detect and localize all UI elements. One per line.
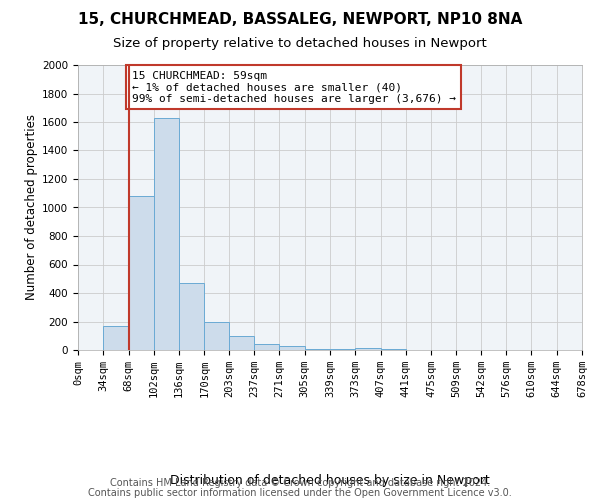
Bar: [179, 283, 205, 350]
Y-axis label: Number of detached properties: Number of detached properties: [25, 114, 38, 300]
Bar: [305, 348, 330, 350]
Text: 15, CHURCHMEAD, BASSALEG, NEWPORT, NP10 8NA: 15, CHURCHMEAD, BASSALEG, NEWPORT, NP10 …: [78, 12, 522, 28]
Text: 15 CHURCHMEAD: 59sqm
← 1% of detached houses are smaller (40)
99% of semi-detach: 15 CHURCHMEAD: 59sqm ← 1% of detached ho…: [131, 70, 455, 104]
Bar: [229, 336, 254, 350]
Bar: [380, 348, 406, 350]
Bar: [280, 346, 305, 350]
Text: Contains HM Land Registry data © Crown copyright and database right 2024.: Contains HM Land Registry data © Crown c…: [110, 478, 490, 488]
Bar: [355, 348, 380, 350]
Text: Size of property relative to detached houses in Newport: Size of property relative to detached ho…: [113, 38, 487, 51]
X-axis label: Distribution of detached houses by size in Newport: Distribution of detached houses by size …: [170, 474, 490, 486]
Bar: [103, 326, 128, 350]
Bar: [205, 322, 229, 350]
Bar: [154, 118, 179, 350]
Bar: [254, 344, 280, 350]
Bar: [128, 196, 154, 350]
Text: Contains public sector information licensed under the Open Government Licence v3: Contains public sector information licen…: [88, 488, 512, 498]
